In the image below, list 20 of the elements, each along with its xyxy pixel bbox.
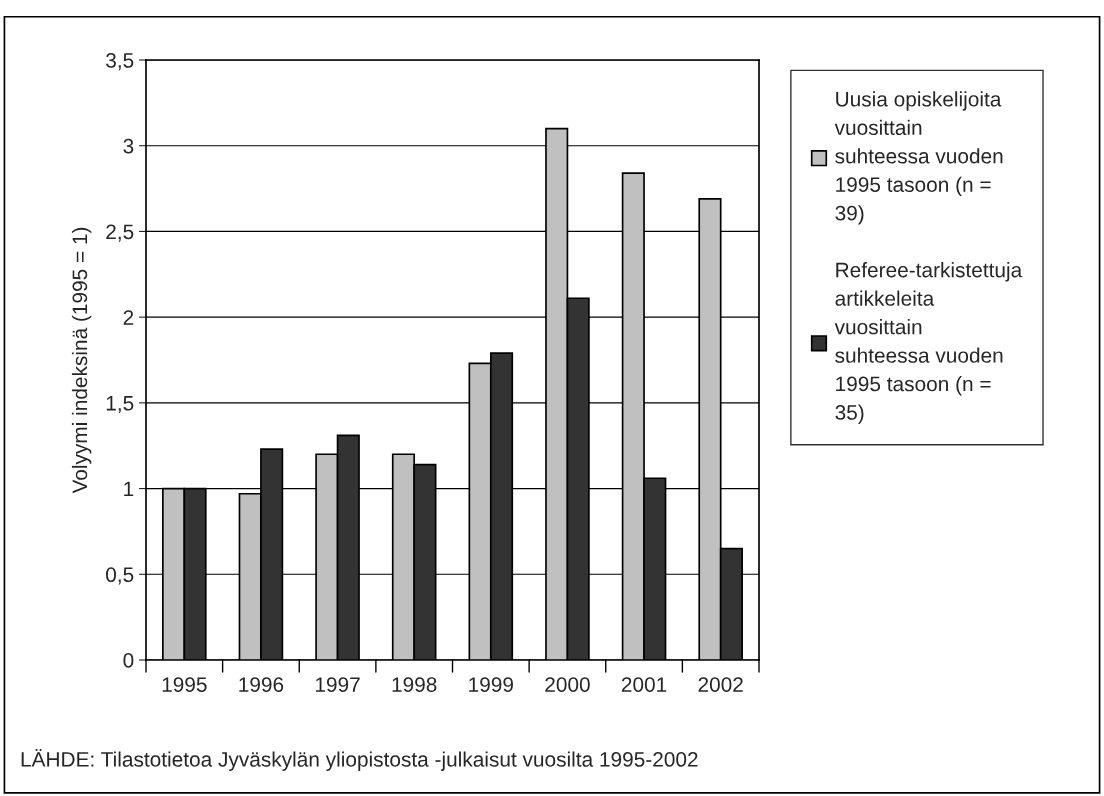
y-axis-title: Volyymi indeksinä (1995 = 1) (71, 227, 92, 494)
y-tick-label: 2 (123, 310, 134, 325)
x-tick-label: 2000 (545, 677, 590, 692)
y-tick-label: 1,5 (106, 396, 134, 414)
y-tick-label: 3,5 (106, 53, 134, 71)
x-tick-label: 1997 (315, 677, 360, 692)
legend-label: Referee-tarkistettuja artikkeleita vuosittain suhteessa vuoden 1995 tasoon (n = 35) (834, 262, 1023, 424)
y-tick-label: 2,5 (106, 224, 134, 242)
text: LÄHDE: Tilastotietoa Jyväskylän yliopistosta -julkaisut vuosilta 1995-2002 (21, 749, 698, 771)
x-tick-label: 1999 (469, 677, 513, 692)
y-tick-label: 1 (124, 481, 134, 497)
y-tick-label: 0 (123, 653, 134, 668)
y-tick-label: 3 (123, 138, 134, 154)
x-tick-label: 1996 (239, 677, 284, 692)
x-tick-label: 2002 (698, 677, 743, 692)
x-tick-label: 1995 (162, 677, 207, 692)
legend-label: Uusia opiskelijoita vuosittain suhteessa vuoden 1995 tasoon (n = 39) (834, 91, 1003, 225)
x-tick-label: 2001 (621, 677, 667, 692)
y-tick-label: 0,5 (106, 567, 134, 585)
x-tick-label: 1998 (392, 677, 437, 692)
